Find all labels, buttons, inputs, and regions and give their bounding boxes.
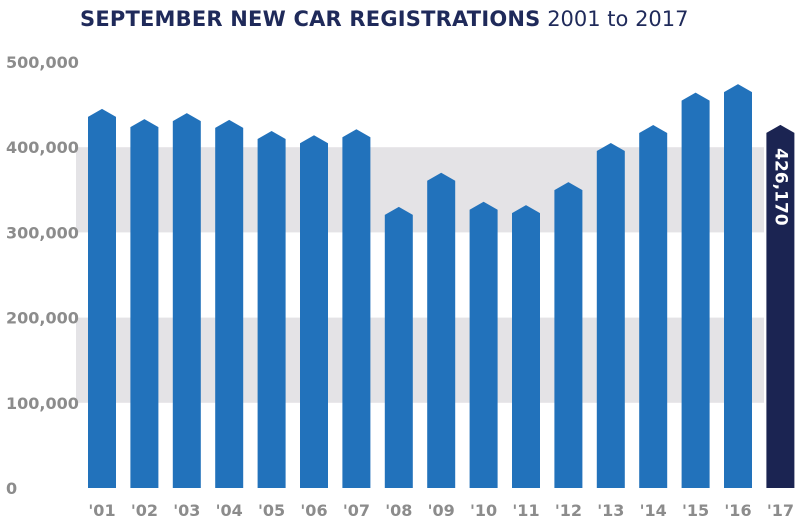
y-tick-label: 0: [6, 479, 17, 498]
bar-12: [554, 182, 583, 488]
bar-01: [88, 108, 116, 489]
x-tick-label: '01: [88, 501, 115, 520]
bar-09: [427, 172, 456, 488]
bar-17: [766, 124, 795, 488]
bar-10: [469, 201, 498, 488]
x-tick-label: '09: [428, 501, 455, 520]
x-tick-label: '14: [640, 501, 667, 520]
x-tick-label: '16: [724, 501, 751, 520]
x-tick-label: '03: [173, 501, 200, 520]
x-tick-label: '15: [682, 501, 709, 520]
x-tick-label: '05: [258, 501, 285, 520]
x-tick-label: '13: [597, 501, 624, 520]
bar-11: [512, 205, 540, 489]
bar-13: [596, 142, 625, 488]
x-tick-label: '04: [216, 501, 243, 520]
y-tick-label: 500,000: [6, 53, 79, 72]
bar-03: [172, 113, 201, 489]
bar-data-label: 426,170: [770, 148, 790, 226]
bar-02: [130, 119, 159, 489]
chart-title-range: 2001 to 2017: [547, 7, 689, 31]
bar-15: [681, 92, 710, 488]
bar-08: [384, 206, 413, 488]
x-tick-label: '17: [767, 501, 794, 520]
y-tick-label: 200,000: [6, 309, 79, 328]
bar-04: [215, 119, 244, 488]
bar-07: [342, 129, 371, 489]
y-tick-label: 300,000: [6, 223, 79, 242]
y-tick-label: 100,000: [6, 394, 79, 413]
chart-title-main: SEPTEMBER NEW CAR REGISTRATIONS: [80, 7, 541, 31]
y-tick-label: 400,000: [6, 138, 79, 157]
bar-05: [257, 131, 286, 488]
bar-06: [300, 135, 328, 488]
x-tick-label: '06: [300, 501, 327, 520]
chart-title: SEPTEMBER NEW CAR REGISTRATIONS 2001 to …: [80, 4, 689, 34]
bar-16: [724, 84, 752, 488]
bar-14: [639, 125, 668, 488]
x-tick-label: '11: [512, 501, 539, 520]
x-tick-label: '07: [343, 501, 370, 520]
x-tick-label: '08: [385, 501, 412, 520]
x-tick-label: '02: [131, 501, 158, 520]
x-tick-label: '12: [555, 501, 582, 520]
x-tick-label: '10: [470, 501, 497, 520]
